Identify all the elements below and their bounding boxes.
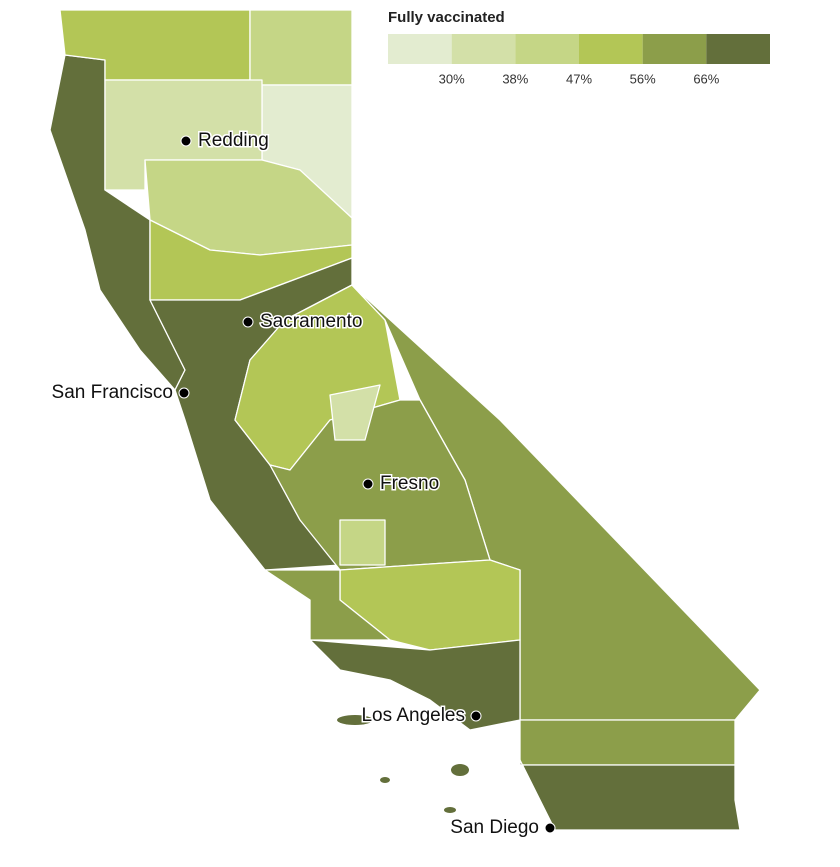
legend-swatch — [388, 34, 452, 64]
county-region — [269, 399, 491, 571]
county-region — [339, 519, 386, 566]
city-label: Fresno — [380, 473, 439, 494]
county-region — [519, 759, 741, 831]
city-dot — [178, 387, 190, 399]
legend-tick-label: 66% — [693, 71, 719, 86]
city-label: Sacramento — [260, 311, 362, 332]
legend-swatch — [515, 34, 579, 64]
city-label: San Diego — [450, 817, 539, 838]
city-dot — [470, 710, 482, 722]
legend-swatch — [642, 34, 707, 64]
city-dot — [242, 316, 254, 328]
island — [380, 777, 390, 783]
city-dot — [362, 478, 374, 490]
city-dot — [544, 822, 556, 834]
legend-swatch — [451, 34, 516, 64]
legend-tick-label: 30% — [439, 71, 465, 86]
legend-tick-label: 38% — [502, 71, 528, 86]
county-region — [519, 719, 736, 766]
county-region — [264, 569, 391, 641]
city-label: Los Angeles — [361, 705, 465, 726]
city-label: San Francisco — [52, 382, 173, 403]
island — [444, 807, 456, 813]
island — [337, 715, 373, 725]
county-region — [309, 639, 521, 731]
island — [451, 764, 469, 776]
legend-tick-label: 47% — [566, 71, 592, 86]
legend-tick-label: 56% — [630, 71, 656, 86]
legend-swatch — [579, 34, 643, 64]
legend-swatch — [706, 34, 770, 64]
city-label: Redding — [198, 130, 269, 151]
city-dot — [180, 135, 192, 147]
legend-title: Fully vaccinated — [388, 9, 505, 26]
county-region — [329, 384, 381, 441]
county-region — [249, 9, 353, 86]
